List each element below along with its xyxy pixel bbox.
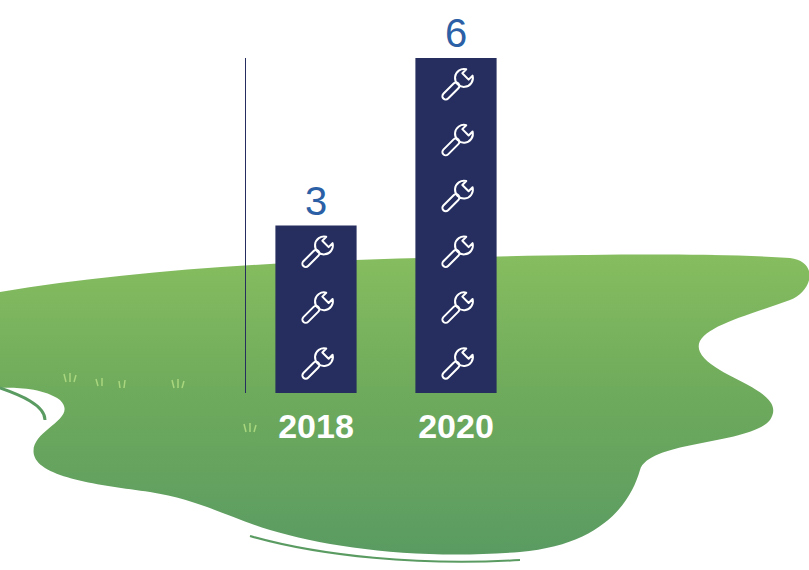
svg-text:3: 3 [305,179,327,223]
svg-text:2018: 2018 [278,407,354,445]
svg-text:2020: 2020 [418,407,494,445]
svg-text:6: 6 [445,11,467,55]
